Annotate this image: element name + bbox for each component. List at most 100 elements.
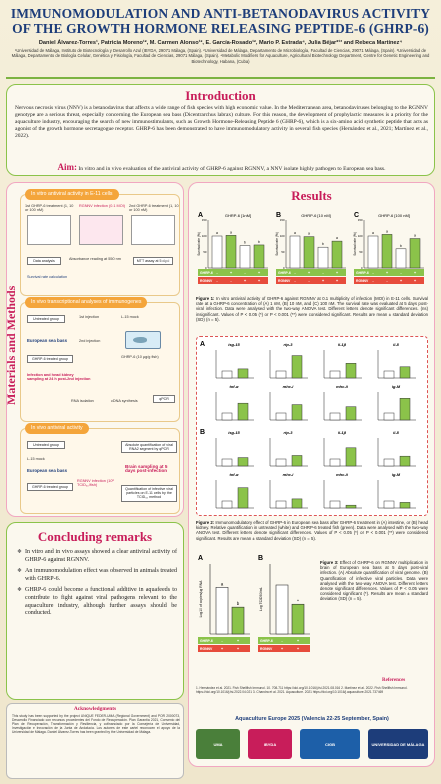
aim-statement: Aim: In vitro and in vivo evaluation of …: [15, 162, 428, 172]
control-bar: [275, 500, 287, 509]
brain-sampling-label: Brain sampling at 5 days post-infection: [125, 464, 168, 474]
conclusions-list: In vitro and in vivo assays showed a cle…: [17, 549, 177, 622]
bar-letter: a: [294, 231, 296, 235]
bar: [239, 245, 251, 269]
conference-label: Aquaculture Europe 2025 (Valencia 22-25 …: [235, 716, 389, 722]
second-injection-label: 2nd injection: [79, 339, 101, 343]
row-sign: -: [221, 638, 223, 643]
row-band: [198, 269, 268, 276]
row-sign: -: [372, 270, 374, 275]
introduction-section: Introduction Nervous necrosis virus (NNV…: [6, 84, 435, 176]
logo-universidad: UNIVERSIDAD DE MÁLAGA: [368, 729, 428, 759]
control-bar: [275, 458, 287, 467]
control-bar: [383, 458, 395, 467]
row-label: RGNNV: [260, 647, 273, 651]
row-label: RGNNV: [356, 279, 369, 283]
plate2-label: RGNNV infection (0.1 MOI): [79, 204, 125, 208]
treated-bar: [345, 363, 357, 379]
bar-letter: a: [221, 581, 224, 586]
control-bar: [329, 370, 341, 379]
row-band: [258, 637, 310, 644]
bar-letter: a: [216, 231, 218, 235]
gene-label: il-1β: [338, 430, 347, 435]
row-sign: +: [386, 270, 389, 275]
gene-label: ig-M: [392, 384, 401, 389]
bar-letter: a: [372, 231, 374, 235]
bar: [253, 244, 265, 269]
bar: [275, 584, 289, 635]
row-sign: -: [322, 270, 324, 275]
bar: [317, 246, 329, 269]
gene-label: isg-15: [228, 430, 240, 435]
method-transcriptional-tag: In vivo transcriptional analyses of immu…: [25, 297, 148, 308]
seabass-label-2: European sea bass: [27, 468, 68, 473]
y-tick-label: 50: [359, 250, 363, 254]
references-title: References: [382, 678, 406, 683]
gene-label: mhc-i: [283, 384, 295, 389]
treated-bar: [399, 366, 411, 379]
figure-3-panel-letter: B: [258, 555, 263, 562]
figure-2-caption-label: Figure 2:: [196, 520, 215, 525]
bar-letter: a: [414, 234, 416, 238]
bar: [225, 235, 237, 269]
control-bar: [275, 370, 287, 379]
data-analysis-box: Data analysis: [27, 257, 61, 266]
y-tick-label: 150: [358, 218, 363, 222]
figure-1-caption-label: Figure 1:: [196, 296, 215, 301]
row-sign: +: [244, 278, 247, 283]
methods-title: Materials and Methods: [4, 285, 18, 405]
y-tick-label: 0: [361, 266, 363, 270]
treated-bar: [291, 498, 303, 509]
poster-title: IMMUNOMODULATION AND ANTI-BETANODAVIRUS …: [10, 6, 431, 36]
row-label: GHRP-6: [356, 271, 369, 275]
row-sign: +: [308, 270, 311, 275]
row-sign: +: [297, 638, 300, 643]
row-sign: +: [230, 270, 233, 275]
y-axis-label: Log10 of copies/µg RNA: [199, 580, 203, 618]
row-label: RGNNV: [200, 279, 213, 283]
y-tick-label: 150: [280, 218, 285, 222]
control-bar: [221, 370, 233, 379]
bar-letter: b: [400, 244, 402, 248]
sea-bass-fish-icon: [133, 337, 147, 343]
figure-1-panel-letter: B: [276, 212, 281, 219]
plate3-label: 2nd GHRP-6 treatment (1, 10 or 100 nM): [129, 204, 179, 213]
figure-1-charts: A GHRP-6 [1nM] Survival rate (%) 0 50 100 150 a…: [197, 212, 424, 284]
bar-letter: a: [308, 232, 310, 236]
y-axis-label: Survival rate (%): [275, 232, 279, 256]
l15-mock-label: L-15 mock: [121, 315, 139, 319]
conclusion-item: In vitro and in vivo assays showed a cle…: [17, 549, 177, 564]
bar-letter: b: [244, 241, 246, 245]
row-sign: -: [281, 638, 283, 643]
bar-letter: b: [237, 601, 240, 606]
logo-ibyda: IBYDA: [248, 729, 292, 759]
survival-label: Survival rate calculation: [27, 275, 68, 279]
conclusion-item: GHRP-6 could become a functional additiv…: [17, 587, 177, 617]
bar: [211, 235, 223, 269]
bar: [331, 240, 343, 269]
treated-bar: [399, 455, 411, 467]
untreated-group-box: Untreated group: [27, 315, 65, 324]
bar-letter: b: [322, 242, 324, 246]
method-transcriptional: In vivo transcriptional analyses of immu…: [20, 297, 180, 422]
row-sign: -: [400, 270, 402, 275]
row-sign: -: [372, 278, 374, 283]
figure-3-caption-text: Effect of GHRP-6 on RGNNV multiplication…: [320, 560, 428, 602]
control-bar: [329, 500, 341, 509]
acknowledgments-title: Acknowledgments: [73, 706, 117, 712]
ghrp-group-box: GHRP-6 treated group: [27, 355, 73, 364]
introduction-title: Introduction: [185, 88, 256, 103]
quantification-box: Absolute quantification of viral RNA2 se…: [121, 441, 177, 454]
bar: [291, 603, 305, 635]
gene-label: il-8: [393, 342, 400, 347]
row-sign: -: [244, 270, 246, 275]
figure-2-panel-letter: A: [200, 341, 205, 348]
y-tick-label: 100: [358, 234, 363, 238]
row-sign: +: [237, 638, 240, 643]
rgnnv-label: RGNNV infection (10⁶ TCID₅₀/fish): [77, 479, 115, 488]
l15-mock-label-2: L-15 mock: [27, 457, 45, 461]
row-sign: +: [336, 270, 339, 275]
conclusions-section: Concluding remarks In vitro and in vivo …: [6, 522, 184, 700]
